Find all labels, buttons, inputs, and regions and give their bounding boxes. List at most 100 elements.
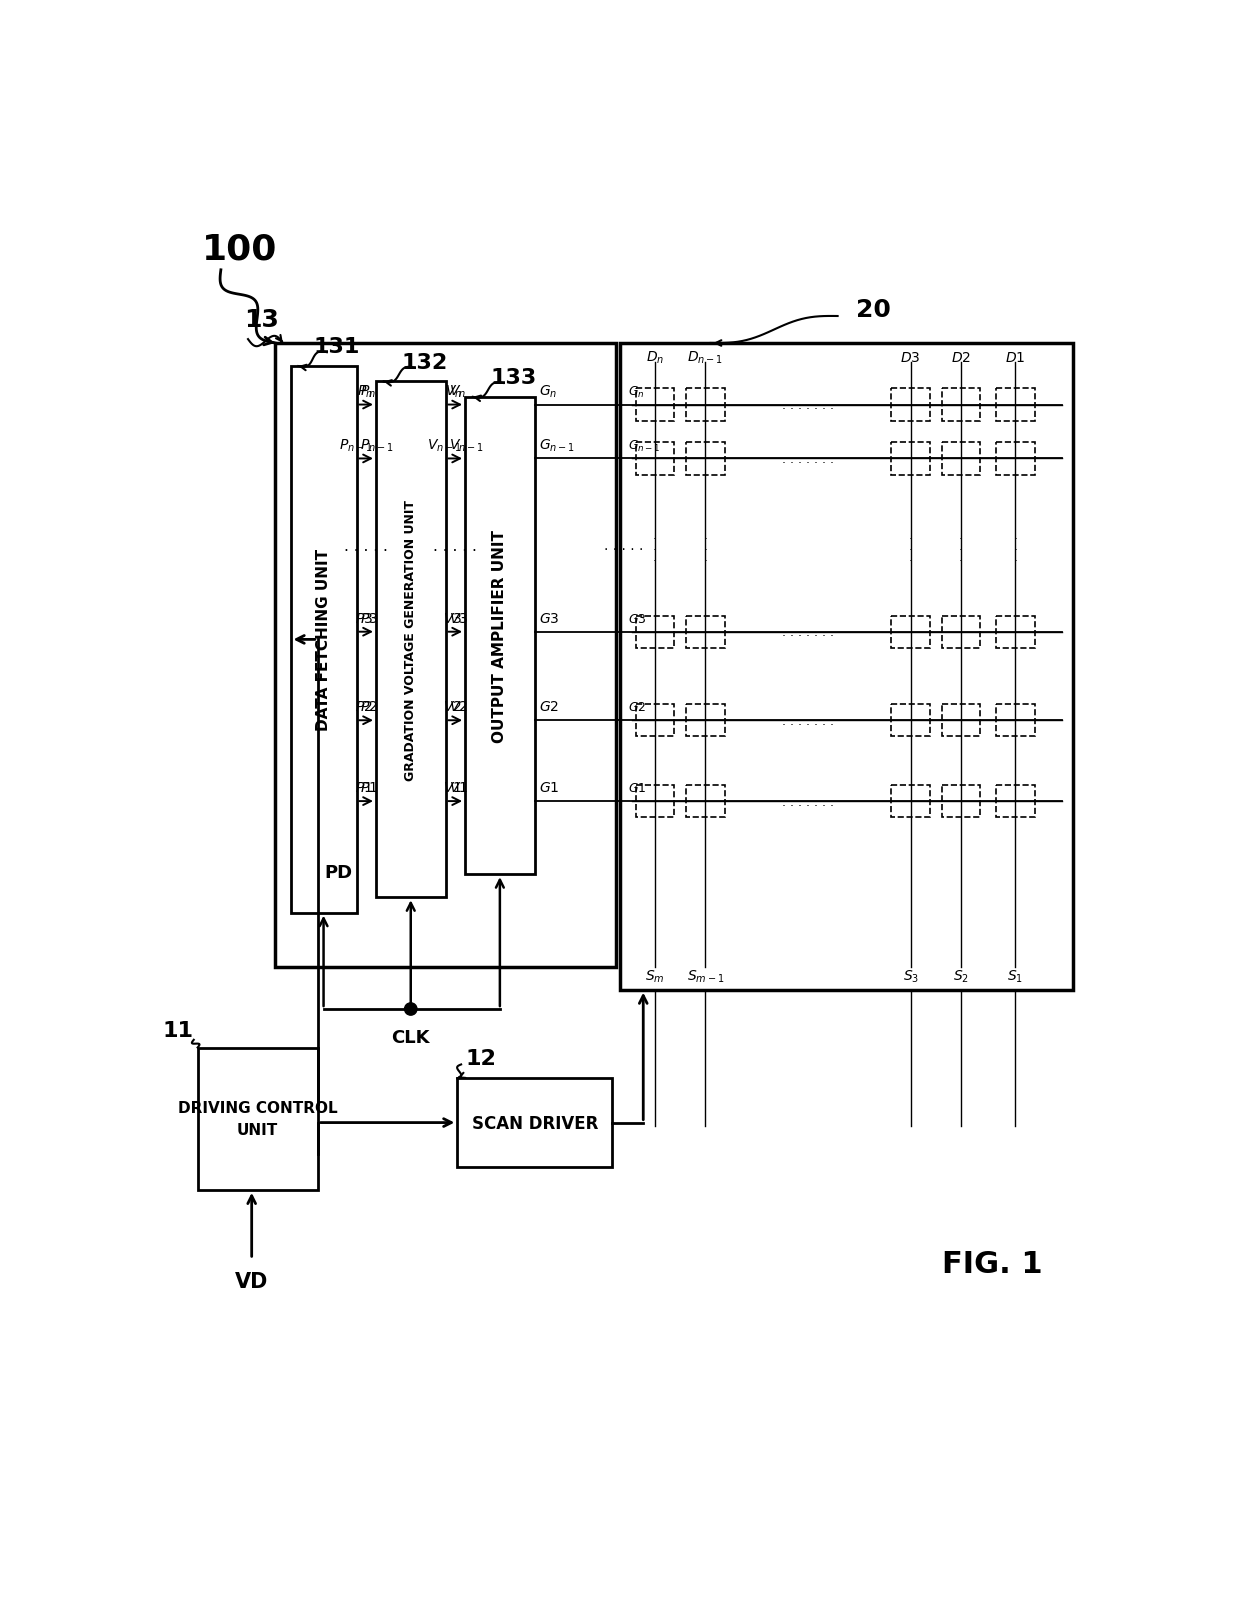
Bar <box>686 705 724 738</box>
Text: $G2$: $G2$ <box>627 700 646 713</box>
Text: OUTPUT AMPLIFIER UNIT: OUTPUT AMPLIFIER UNIT <box>492 529 507 742</box>
Bar <box>996 442 1034 476</box>
Circle shape <box>404 1004 417 1015</box>
Text: . . . . .: . . . . . <box>604 539 644 552</box>
Text: $V_{n-1}$: $V_{n-1}$ <box>427 437 463 454</box>
Bar <box>996 786 1034 818</box>
Bar <box>892 442 930 476</box>
Bar <box>996 705 1034 738</box>
Bar <box>941 442 981 476</box>
Text: .
.
.: . . . <box>1013 528 1017 563</box>
Bar <box>892 705 930 738</box>
Bar <box>996 389 1034 421</box>
Bar <box>465 397 534 875</box>
Bar <box>290 366 357 914</box>
Text: 20: 20 <box>856 299 890 321</box>
Bar <box>620 344 1074 989</box>
Text: . . . . . . .: . . . . . . . <box>782 626 835 639</box>
Bar <box>941 705 981 738</box>
Text: $P2$: $P2$ <box>360 700 377 713</box>
Text: $G_{n-1}$: $G_{n-1}$ <box>627 437 661 454</box>
Bar <box>376 383 445 897</box>
Text: . . . . .: . . . . . <box>433 537 477 554</box>
Text: FIG. 1: FIG. 1 <box>941 1249 1043 1278</box>
Text: $P3$: $P3$ <box>355 612 373 625</box>
Bar <box>892 786 930 818</box>
Text: 132: 132 <box>402 352 448 373</box>
Text: $D_{n-1}$: $D_{n-1}$ <box>687 349 723 366</box>
Bar <box>686 389 724 421</box>
Text: $G_n$: $G_n$ <box>627 384 645 399</box>
Text: 13: 13 <box>244 308 279 332</box>
Text: CLK: CLK <box>392 1028 430 1046</box>
Text: 133: 133 <box>491 368 537 387</box>
Bar <box>635 442 675 476</box>
Bar <box>635 617 675 649</box>
Bar <box>635 705 675 738</box>
Text: 12: 12 <box>465 1049 496 1068</box>
Text: . . . . . . .: . . . . . . . <box>782 796 835 809</box>
Text: $P_n$: $P_n$ <box>357 383 373 400</box>
Bar <box>892 617 930 649</box>
Text: . . . . .: . . . . . <box>343 537 388 554</box>
Text: DRIVING CONTROL
UNIT: DRIVING CONTROL UNIT <box>177 1101 337 1138</box>
Text: GRADATION VOLTAGE GENERATION UNIT: GRADATION VOLTAGE GENERATION UNIT <box>404 500 417 781</box>
Text: $D3$: $D3$ <box>900 350 921 365</box>
Bar <box>941 617 981 649</box>
Text: $S_m$: $S_m$ <box>645 968 665 985</box>
Text: $P2$: $P2$ <box>355 700 373 713</box>
Text: 131: 131 <box>314 337 360 357</box>
Text: $P1$: $P1$ <box>355 781 373 794</box>
Text: $S_1$: $S_1$ <box>1007 968 1023 985</box>
Text: $G_{n-1}$: $G_{n-1}$ <box>538 437 574 454</box>
Bar <box>686 617 724 649</box>
Text: $V3$: $V3$ <box>449 612 467 625</box>
Text: $V3$: $V3$ <box>443 612 463 625</box>
Text: $G_n$: $G_n$ <box>538 383 557 400</box>
Text: $G2$: $G2$ <box>538 700 559 713</box>
Text: $P_n$: $P_n$ <box>360 383 376 400</box>
Text: $P_{n-1}$: $P_{n-1}$ <box>360 437 393 454</box>
Text: $V1$: $V1$ <box>443 781 463 794</box>
Text: SCAN DRIVER: SCAN DRIVER <box>471 1114 598 1131</box>
Bar <box>635 389 675 421</box>
Text: 11: 11 <box>162 1020 193 1041</box>
Bar <box>941 389 981 421</box>
Bar <box>941 786 981 818</box>
Text: PD: PD <box>324 863 352 881</box>
Text: $D2$: $D2$ <box>951 350 971 365</box>
Text: $G1$: $G1$ <box>627 781 646 794</box>
Bar <box>686 786 724 818</box>
Text: $G3$: $G3$ <box>538 612 559 625</box>
Text: $P3$: $P3$ <box>360 612 378 625</box>
Text: $V_{n-1}$: $V_{n-1}$ <box>449 437 484 454</box>
Bar <box>197 1047 317 1190</box>
Text: $S_{m-1}$: $S_{m-1}$ <box>687 968 724 985</box>
Text: $S_3$: $S_3$ <box>903 968 919 985</box>
Text: $V_n$: $V_n$ <box>445 383 463 400</box>
Text: $V1$: $V1$ <box>449 781 467 794</box>
Bar <box>458 1078 613 1167</box>
Text: . . . . . . .: . . . . . . . <box>782 452 835 466</box>
Text: 100: 100 <box>201 232 277 266</box>
Text: VD: VD <box>236 1270 268 1291</box>
Bar <box>686 442 724 476</box>
Text: $G3$: $G3$ <box>627 612 646 625</box>
Bar <box>892 389 930 421</box>
Text: DATA FETCHING UNIT: DATA FETCHING UNIT <box>316 549 331 731</box>
Text: $V_n$: $V_n$ <box>449 383 466 400</box>
Text: $D_n$: $D_n$ <box>646 349 663 366</box>
Text: $P_{n-1}$: $P_{n-1}$ <box>339 437 373 454</box>
Bar <box>635 786 675 818</box>
Bar <box>996 617 1034 649</box>
Text: $S_2$: $S_2$ <box>954 968 968 985</box>
Text: .
.
.: . . . <box>959 528 963 563</box>
Text: $D1$: $D1$ <box>1006 350 1025 365</box>
Text: $P1$: $P1$ <box>360 781 378 794</box>
Text: . . . . . . .: . . . . . . . <box>782 399 835 412</box>
Text: .
.
.: . . . <box>653 528 657 563</box>
Bar <box>275 344 616 967</box>
Text: $V2$: $V2$ <box>443 700 463 713</box>
Text: . . . . . . .: . . . . . . . <box>782 715 835 728</box>
Text: .
.
.: . . . <box>703 528 707 563</box>
